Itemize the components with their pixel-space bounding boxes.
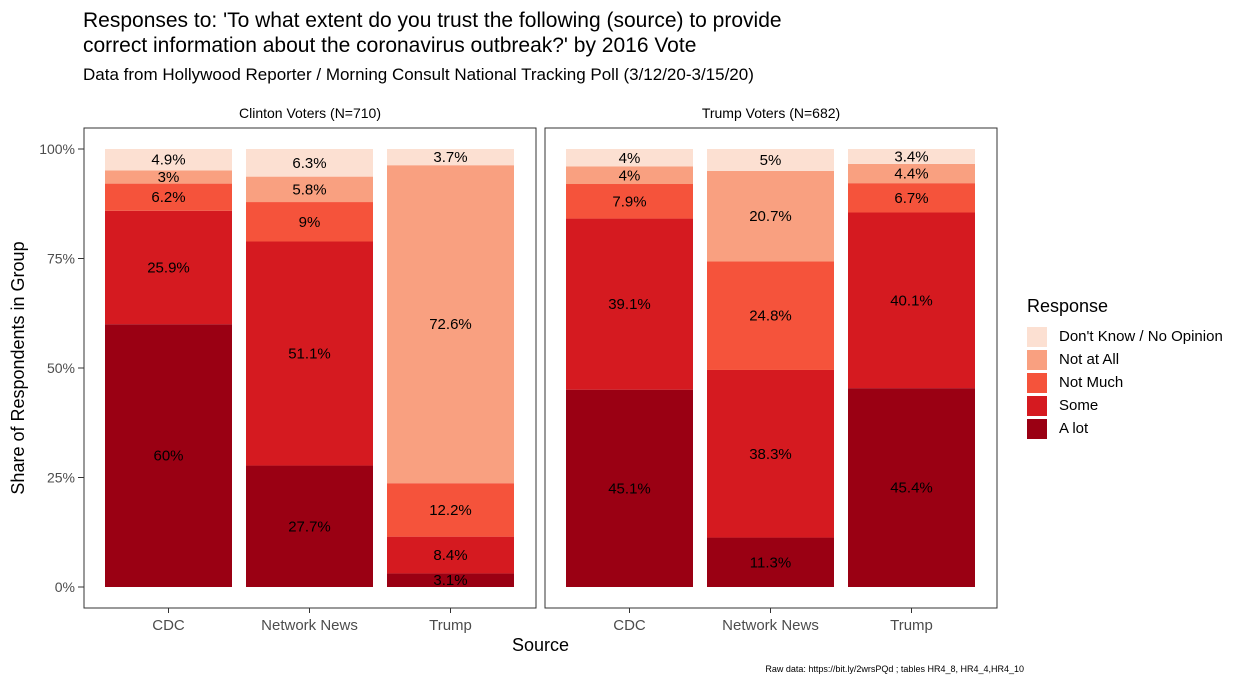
facet-2-data-label-cdc-not-at-all: 4%	[619, 167, 641, 184]
facet-1-bar-network-news-a-lot	[246, 465, 373, 587]
facet-2-bar-cdc-not-much	[566, 184, 693, 219]
facet-2-x-tick-label-trump: Trump	[890, 617, 933, 634]
facet-2-data-label-trump-not-at-all: 4.4%	[894, 166, 928, 183]
facet-1-data-label-cdc-some: 25.9%	[147, 259, 190, 276]
facet-2-bar-cdc-a-lot	[566, 389, 693, 587]
facet-1-bar-cdc-a-lot	[105, 324, 232, 587]
facet-1-data-label-cdc-not-much: 6.2%	[151, 189, 185, 206]
legend-item-not-much: Not Much	[1027, 371, 1223, 394]
facet-2-data-label-network-news-don-t-know-no-opinion: 5%	[760, 152, 782, 169]
facet-1-bar-cdc-some	[105, 210, 232, 325]
facet-1-strip-label: Clinton Voters (N=710)	[239, 105, 381, 121]
facet-2-data-label-trump-some: 40.1%	[890, 292, 933, 309]
facet-1-data-label-cdc-not-at-all: 3%	[158, 169, 180, 186]
facet-2-bar-cdc-don-t-know-no-opinion	[566, 149, 693, 167]
legend-label-dont-know: Don't Know / No Opinion	[1059, 328, 1223, 345]
x-axis-label: Source	[512, 635, 569, 655]
facet-1-bar-trump-a-lot	[387, 573, 514, 587]
facet-1-data-label-trump-don-t-know-no-opinion: 3.7%	[433, 149, 467, 166]
facet-1-data-label-cdc-don-t-know-no-opinion: 4.9%	[151, 152, 185, 169]
facet-2-data-label-trump-a-lot: 45.4%	[890, 480, 933, 497]
facet-2-bar-trump-don-t-know-no-opinion	[848, 149, 975, 164]
facet-2-x-tick-label-network-news: Network News	[722, 617, 819, 634]
facet-1-bar-trump-not-at-all	[387, 165, 514, 484]
facet-1-bar-network-news-not-much	[246, 202, 373, 242]
facet-1-data-label-network-news-a-lot: 27.7%	[288, 518, 331, 535]
legend-item-not-at-all: Not at All	[1027, 348, 1223, 371]
facet-2-panel-border	[544, 127, 998, 609]
legend-item-dont-know: Don't Know / No Opinion	[1027, 325, 1223, 348]
facet-1-x-tick-label-network-news: Network News	[261, 617, 358, 634]
facet-2-data-label-cdc-not-much: 7.9%	[612, 193, 646, 210]
facet-2-bar-network-news-a-lot	[707, 537, 834, 587]
legend-swatch-not-at-all	[1027, 349, 1047, 370]
y-tick-label-100: 100%	[39, 141, 75, 157]
facet-1-data-label-trump-not-at-all: 72.6%	[429, 316, 472, 333]
facet-1-data-label-network-news-some: 51.1%	[288, 346, 331, 363]
legend-swatch-some	[1027, 395, 1047, 416]
facet-1-bar-trump-some	[387, 536, 514, 574]
y-tick-label-75: 75%	[47, 251, 75, 267]
facet-2-data-label-network-news-some: 38.3%	[749, 446, 792, 463]
facet-1-bar-trump-don-t-know-no-opinion	[387, 149, 514, 166]
legend-title: Response	[1027, 296, 1109, 316]
facet-1-bar-network-news-not-at-all	[246, 176, 373, 203]
facet-2-strip-label: Trump Voters (N=682)	[702, 105, 840, 121]
facet-2-x-tick-label-cdc: CDC	[613, 617, 646, 634]
facet-2-bar-trump-not-at-all	[848, 163, 975, 184]
facet-2-bar-cdc-not-at-all	[566, 166, 693, 185]
facet-2-bar-trump-some	[848, 212, 975, 389]
facet-2-data-label-trump-don-t-know-no-opinion: 3.4%	[894, 148, 928, 165]
facet-1-data-label-network-news-don-t-know-no-opinion: 6.3%	[292, 155, 326, 172]
legend-label-not-much: Not Much	[1059, 374, 1124, 391]
legend-item-a-lot: A lot	[1027, 417, 1223, 440]
legend-item-some: Some	[1027, 394, 1223, 417]
facet-1-data-label-trump-some: 8.4%	[433, 547, 467, 564]
facet-2-bar-trump-a-lot	[848, 388, 975, 587]
facet-2-data-label-trump-not-much: 6.7%	[894, 190, 928, 207]
facet-2-data-label-network-news-a-lot: 11.3%	[750, 554, 791, 571]
facet-1-data-label-trump-not-much: 12.2%	[429, 502, 472, 519]
facet-1-bar-cdc-not-at-all	[105, 170, 232, 184]
facet-2-bar-trump-not-much	[848, 183, 975, 213]
facet-1-data-label-cdc-a-lot: 60%	[153, 448, 183, 465]
facet-2-bar-network-news-don-t-know-no-opinion	[707, 149, 834, 171]
legend-swatch-dont-know	[1027, 326, 1047, 347]
legend-label-some: Some	[1059, 397, 1099, 414]
facet-2-data-label-cdc-a-lot: 45.1%	[608, 480, 651, 497]
facet-1-data-label-network-news-not-at-all: 5.8%	[292, 181, 326, 198]
facet-2-data-label-cdc-some: 39.1%	[608, 296, 651, 313]
facet-1-x-tick-label-cdc: CDC	[152, 617, 185, 634]
facet-1-data-label-trump-a-lot: 3.1%	[433, 572, 467, 589]
facet-1-bar-network-news-don-t-know-no-opinion	[246, 149, 373, 177]
facet-1-x-tick-label-trump: Trump	[429, 617, 472, 634]
facet-1-bar-cdc-not-much	[105, 183, 232, 211]
legend-swatch-a-lot	[1027, 418, 1047, 439]
legend: Response Don't Know / No Opinion Not at …	[1027, 296, 1223, 440]
chart-title: Responses to: 'To what extent do you tru…	[83, 9, 782, 57]
facet-2-data-label-network-news-not-at-all: 20.7%	[749, 208, 792, 225]
facet-1-bar-trump-not-much	[387, 483, 514, 537]
chart-subtitle: Data from Hollywood Reporter / Morning C…	[83, 65, 754, 84]
facet-2-bar-network-news-not-much	[707, 261, 834, 370]
facet-2-bar-network-news-not-at-all	[707, 170, 834, 262]
y-axis-label: Share of Respondents in Group	[8, 241, 28, 494]
legend-swatch-not-much	[1027, 372, 1047, 393]
facet-2-bar-cdc-some	[566, 218, 693, 390]
facet-1-panel-border	[83, 127, 537, 609]
facet-1-data-label-network-news-not-much: 9%	[299, 214, 321, 231]
facet-2-bar-network-news-some	[707, 369, 834, 538]
y-tick-label-50: 50%	[47, 360, 75, 376]
legend-label-not-at-all: Not at All	[1059, 351, 1120, 368]
source-caption: Raw data: https://bit.ly/2wrsPQd ; table…	[765, 664, 1024, 674]
facet-2-data-label-network-news-not-much: 24.8%	[749, 308, 792, 325]
legend-label-a-lot: A lot	[1059, 420, 1089, 437]
facet-2-data-label-cdc-don-t-know-no-opinion: 4%	[619, 150, 641, 167]
y-tick-label-25: 25%	[47, 470, 75, 486]
facet-1-bar-network-news-some	[246, 241, 373, 466]
y-tick-label-0: 0%	[55, 579, 75, 595]
facet-1-bar-cdc-don-t-know-no-opinion	[105, 149, 232, 171]
